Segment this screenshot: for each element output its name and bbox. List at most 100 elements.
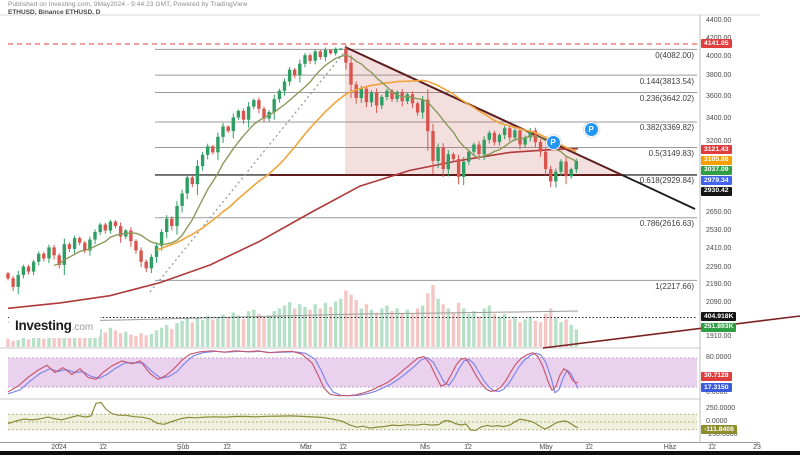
price-tick-label: 3200.00 [706,137,732,145]
volume-bar [303,307,307,347]
candle-body [410,94,415,104]
volume-bar [231,312,235,347]
candle-body [287,69,292,82]
candle-body [226,126,230,132]
candle-body [37,253,41,262]
volume-bar [149,333,154,347]
volume-bar [216,317,220,347]
candle-body [78,238,82,243]
volume-bar [487,305,491,347]
axis-value-label: 2979.34 [701,176,732,186]
candle-body [67,244,72,249]
volume-bar [549,308,553,347]
volume-bar [165,324,169,347]
axis-value-label: -111.8408 [701,425,737,435]
candle-body [139,250,143,262]
candle-body [446,154,450,170]
descending-trendline [344,46,623,176]
idea-pin-marker[interactable]: P [583,122,599,137]
volume-bar [497,316,502,347]
candle-body [246,106,251,120]
volume-bar [93,331,97,347]
volume-bar [431,284,435,347]
axis-value-label: 30.7128 [701,371,732,381]
candle-body [492,132,497,143]
volume-bar [6,338,10,347]
volume-bar [513,316,517,347]
fib-level-label: 0.144(3813.54) [639,76,694,86]
candle-body [154,245,159,257]
time-axis-label: 12 [223,444,231,451]
volume-bar [380,308,384,347]
bottom-bar [0,450,800,455]
price-tick-label: 2410.00 [706,244,732,252]
candle-body [200,154,205,166]
candle-body [554,171,558,182]
volume-bar [88,333,92,347]
volume-bar [272,311,276,347]
candle-body [502,128,507,136]
candle-body [134,241,138,251]
fib-level-label: 1(2217.66) [655,281,694,291]
axis-value-label: 3037.09 [701,165,732,175]
candle-body [6,273,10,279]
candle-body [103,224,107,231]
candle-body [298,63,302,76]
idea-pin-marker[interactable]: P [545,134,561,150]
volume-bar [538,322,543,347]
candle-body [16,274,20,287]
candle-body [549,169,553,182]
volume-bar [462,308,466,347]
cci-line [7,401,579,431]
candle-body [72,238,77,249]
volume-bar [26,339,31,347]
candle-body [11,278,15,287]
volume-bar [42,338,46,347]
axis-value-label: 251.893K [701,322,737,332]
candle-body [518,130,522,145]
volume-bar [62,333,66,347]
candle-body [508,128,512,138]
volume-bar [446,308,450,347]
price-tick-label: 3400.00 [706,114,732,122]
volume-bar [67,335,72,347]
candle-body [421,99,425,113]
candle-body [513,130,517,138]
candle-body [83,242,87,251]
stoch-band [8,358,697,388]
volume-bar [354,300,358,347]
trendline-extension [621,174,696,210]
candle-body [390,90,394,100]
candle-body [543,151,548,170]
candle-body [415,103,420,113]
volume-bar [477,316,481,347]
candle-body [149,256,154,269]
price-tick-label: 4000.00 [706,53,732,61]
volume-bar [436,298,440,347]
candle-body [323,50,328,57]
candle-body [313,51,317,61]
volume-bar [236,315,241,347]
stoch-tick-label: 80.0000 [706,354,732,362]
candle-body [334,48,338,54]
volume-bar [543,313,548,347]
fib-level-label: 0(4082.00) [655,50,694,60]
volume-bar [298,304,302,347]
volume-bar [328,307,333,347]
volume-bar [144,335,148,347]
candle-body [456,159,461,177]
time-axis-label: May [539,444,553,451]
candle-body [88,239,92,251]
candle-body [231,117,235,132]
candle-body [236,110,241,118]
volume-bar [21,337,26,347]
candle-body [272,99,276,112]
rising-trendline-dotted [149,48,348,293]
candle-body [339,48,343,50]
candle-body [349,62,353,85]
price-tick-label: 2530.00 [706,226,732,234]
axis-value-label: 4141.05 [701,39,732,49]
volume-bar [52,337,56,347]
volume-bar [113,330,118,347]
ma-fast-line [53,54,577,266]
